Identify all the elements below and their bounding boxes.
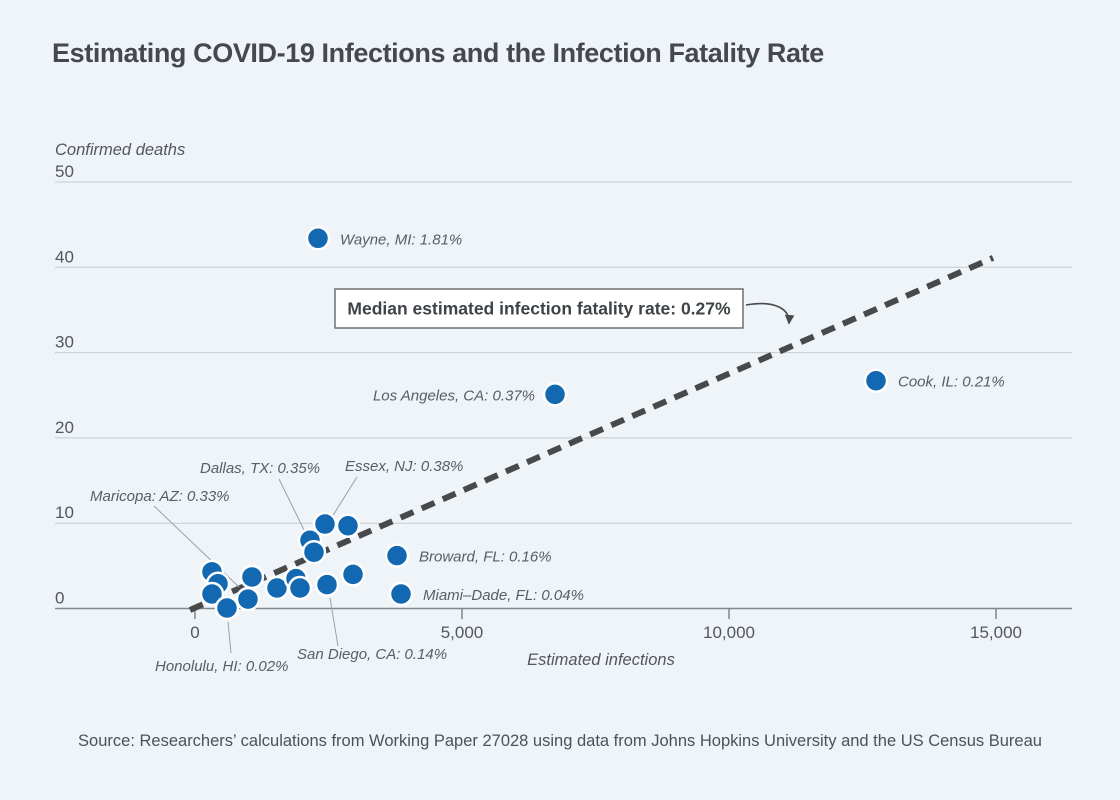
point-label-broward-fl: Broward, FL: 0.16%	[419, 549, 552, 566]
x-tick-label: 10,000	[703, 623, 755, 642]
x-tick-label: 0	[190, 623, 199, 642]
data-point-los-angeles-ca	[542, 382, 568, 407]
x-tick-label: 15,000	[970, 623, 1022, 642]
point-label-essex-nj: Essex, NJ: 0.38%	[345, 458, 463, 475]
annotation-text: Median estimated infection fatality rate…	[347, 299, 731, 319]
data-point-cluster-f	[199, 581, 225, 607]
y-tick-label: 50	[55, 162, 74, 181]
x-tick-label: 5,000	[441, 623, 484, 642]
data-point-cluster-a	[335, 513, 361, 539]
scatter-chart: 0 10 20 30 40 50 Confirmed deaths 0 5,000 10,000 1…	[55, 141, 1072, 675]
point-label-honolulu-hi: Honolulu, HI: 0.02%	[155, 658, 288, 675]
data-point-broward-fl	[384, 543, 410, 568]
y-tick-label: 30	[55, 333, 74, 352]
y-tick-label: 40	[55, 247, 74, 266]
leader-line-essex-nj	[331, 476, 358, 518]
leader-line-honolulu-hi	[227, 621, 232, 654]
data-point-wayne-mi	[305, 226, 331, 251]
data-point-cluster-j	[287, 575, 313, 601]
chart-title: Estimating COVID-19 Infections and the I…	[52, 38, 824, 68]
data-point-san-diego-ca	[314, 572, 340, 597]
y-tick-label: 0	[55, 589, 64, 608]
point-label-miami-dade-fl: Miami–Dade, FL: 0.04%	[423, 587, 584, 604]
data-point-honolulu-hi	[214, 595, 240, 621]
point-label-cook-il: Cook, IL: 0.21%	[898, 374, 1005, 391]
y-tick-label: 20	[55, 418, 74, 437]
data-point-cook-il	[863, 368, 889, 393]
leader-line-maricopa-az	[153, 505, 240, 588]
point-label-dallas-tx: Dallas, TX: 0.35%	[200, 460, 320, 477]
data-point-maricopa-az	[239, 564, 265, 590]
point-label-san-diego-ca: San Diego, CA: 0.14%	[297, 646, 447, 663]
leader-line-san-diego-ca	[329, 597, 339, 647]
y-tick-label: 10	[55, 503, 74, 522]
point-label-wayne-mi: Wayne, MI: 1.81%	[340, 231, 462, 248]
annotation-box	[334, 288, 744, 329]
point-label-maricopa-az: Maricopa: AZ: 0.33%	[90, 488, 230, 505]
data-point-cluster-c	[340, 562, 366, 587]
x-axis-title: Estimated infections	[527, 651, 675, 669]
leader-line-dallas-tx	[278, 478, 306, 533]
point-label-los-angeles-ca: Los Angeles, CA: 0.37%	[373, 387, 535, 404]
y-axis-title: Confirmed deaths	[55, 141, 185, 159]
data-point-cluster-b	[301, 539, 327, 565]
data-point-cluster-g	[235, 586, 261, 612]
data-point-miami-dade-fl	[388, 581, 414, 607]
source-note: Source: Researchers’ calculations from W…	[78, 732, 1042, 750]
annotation-arrow	[745, 302, 795, 325]
